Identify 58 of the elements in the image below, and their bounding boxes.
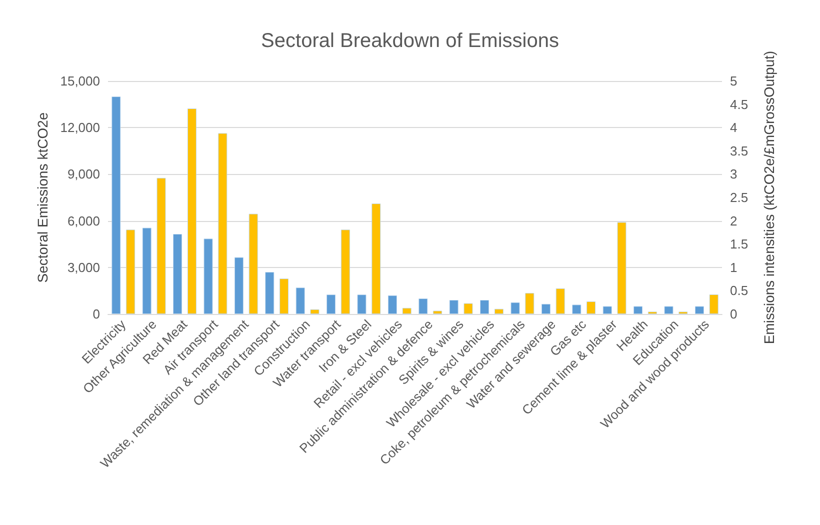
y2-tick-label: 1.5 [730,236,748,252]
bar [709,294,718,314]
bar [187,108,196,314]
y2-tick-label: 1 [730,260,738,275]
y2-tick-label: 3.5 [730,143,748,158]
bar [418,298,428,314]
y-axis-title: Sectoral Emissions ktCO2e [34,112,50,283]
bar [664,306,674,314]
bar [142,228,152,314]
bar [602,306,612,314]
bar [326,294,336,314]
bar [357,294,366,314]
bar [340,230,350,314]
bar [112,96,121,314]
y2-axis-title: Emissions intensities (ktCO2e/£mGrossOutput) [761,50,777,344]
chart-title: Sectoral Breakdown of Emissions [261,30,559,52]
bar [173,234,182,314]
y2-tick-label: 0 [730,306,738,322]
bar [556,288,565,314]
bar [694,306,704,314]
bar [572,304,582,314]
bar [510,302,520,314]
y2-tick-label: 5 [730,74,738,88]
y-tick-label: 9,000 [67,166,100,182]
bar [634,306,643,314]
bar [388,295,397,314]
bar [204,238,213,314]
bar [586,301,596,314]
y2-tick-label: 0.5 [730,283,748,298]
bar [402,308,412,314]
bar [433,310,442,314]
y-tick-label: 12,000 [60,120,100,136]
bar [480,300,490,314]
y-tick-label: 6,000 [67,213,100,228]
bar [525,293,534,314]
bar [126,230,136,314]
bar [248,214,258,314]
bar [464,303,473,314]
bar [280,278,289,314]
bar [265,272,274,314]
bar [156,178,166,314]
bar [218,133,228,314]
bar [296,288,305,314]
bar [449,300,458,314]
y2-tick-label: 4.5 [730,96,748,112]
bar [372,204,381,314]
y2-tick-label: 2.5 [730,190,748,205]
y-tick-label: 3,000 [67,260,100,275]
y-tick-label: 0 [92,306,100,322]
bar [234,257,244,314]
bar [494,308,504,314]
y2-tick-label: 3 [730,166,738,182]
bar [541,304,550,314]
bar [310,309,320,314]
bar [617,222,626,314]
y-tick-label: 15,000 [60,74,100,88]
y2-tick-label: 4 [730,120,738,136]
y2-tick-label: 2 [730,213,738,228]
